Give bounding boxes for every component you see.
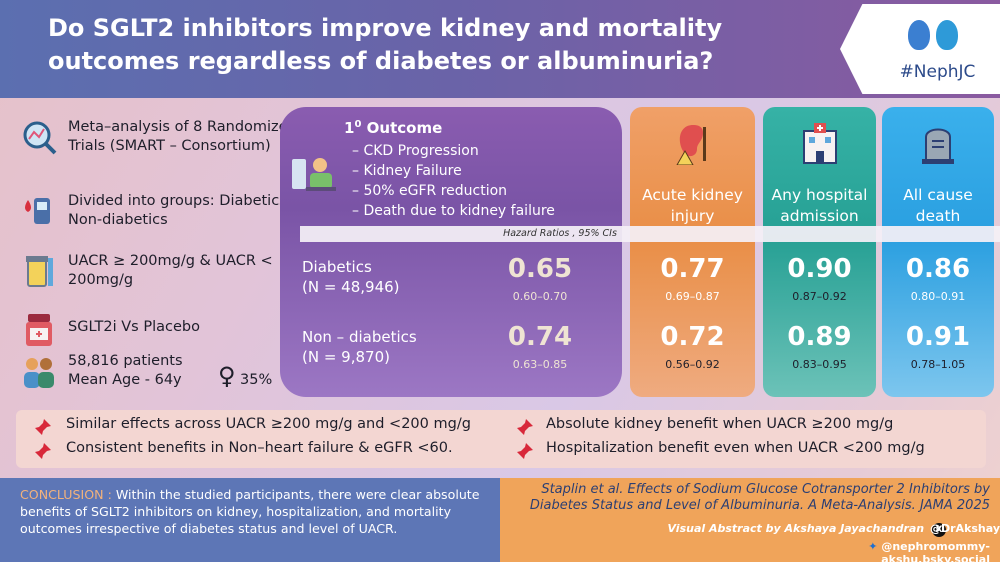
reference-box: Staplin et al. Effects of Sodium Glucose… xyxy=(500,478,1000,562)
pushpin-icon xyxy=(517,419,533,435)
female-percent: 35% xyxy=(240,372,273,388)
ci-value: 0.87–0.92 xyxy=(792,290,847,303)
outcome-item: – 50% eGFR reduction xyxy=(352,183,508,199)
left-item-text: Meta–analysis of 8 Randomized Trials (SM… xyxy=(68,119,297,154)
people-group-icon xyxy=(24,358,54,388)
urine-sample-icon xyxy=(26,256,53,287)
twitter-handle: @DrAkshayaJ xyxy=(930,522,1000,535)
header-banner: Do SGLT2 inhibitors improve kidney and m… xyxy=(0,0,1000,98)
tombstone-icon xyxy=(922,128,954,164)
x-icon: X xyxy=(932,523,946,537)
column-title: Any hospital admission xyxy=(771,186,868,225)
hr-value: 0.91 xyxy=(905,322,971,352)
outcome-item: – Kidney Failure xyxy=(352,163,462,179)
citation: Staplin et al. Effects of Sodium Glucose… xyxy=(529,482,990,513)
primary-hr-diabetics: 0.65 xyxy=(507,254,573,284)
finding-text: Hospitalization benefit even when UACR <… xyxy=(546,440,925,456)
ci-value: 0.83–0.95 xyxy=(792,358,847,371)
hr-value: 0.77 xyxy=(660,254,725,284)
primary-outcome-title: 10 Outcome xyxy=(344,119,443,137)
hr-value: 0.89 xyxy=(787,322,852,352)
dialysis-patient-icon xyxy=(292,158,336,191)
outcome-item: – Death due to kidney failure xyxy=(352,203,555,219)
magnifier-chart-icon xyxy=(23,121,57,155)
left-item-text: Divided into groups: Diabetics / Non-dia… xyxy=(68,193,297,228)
left-item-text: SGLT2i Vs Placebo xyxy=(68,319,200,335)
key-findings: Similar effects across UACR ≥200 mg/g an… xyxy=(16,410,986,468)
conclusion-text: CONCLUSION : Within the studied particip… xyxy=(20,487,480,536)
primary-outcome-card: 10 Outcome – CKD Progression – Kidney Fa… xyxy=(280,107,622,397)
female-symbol: ♀ xyxy=(218,362,236,390)
kidney-icon xyxy=(908,20,930,50)
column-title: Acute kidney injury xyxy=(642,186,743,225)
author-credit: Visual Abstract by Akshaya Jayachandran … xyxy=(520,522,946,537)
primary-ci-diabetics: 0.60–0.70 xyxy=(512,290,568,303)
column-hospital: Any hospital admission 0.90 0.87–0.92 0.… xyxy=(763,107,876,397)
hazard-ratio-band xyxy=(300,226,1000,242)
page-title: Do SGLT2 inhibitors improve kidney and m… xyxy=(48,14,723,75)
ci-value: 0.80–0.91 xyxy=(910,290,966,303)
conclusion-box: CONCLUSION : Within the studied particip… xyxy=(0,478,500,562)
conclusion-label: CONCLUSION : xyxy=(20,487,112,502)
column-aki: Acute kidney injury 0.77 0.69–0.87 0.72 … xyxy=(630,107,755,397)
ci-value: 0.78–1.05 xyxy=(910,358,966,371)
pushpin-icon xyxy=(35,419,51,435)
primary-outcome-list: – CKD Progression – Kidney Failure – 50%… xyxy=(352,141,555,221)
butterfly-icon: ✦ xyxy=(868,540,878,553)
nephjc-logo: #NephJC xyxy=(840,4,1000,94)
logo-tag: #NephJC xyxy=(899,62,976,82)
hr-value: 0.90 xyxy=(787,254,852,284)
finding-text: Consistent benefits in Non–heart failure… xyxy=(66,440,453,456)
glucose-meter-icon xyxy=(25,198,50,224)
bluesky-handle: ✦ @nephromommy-akshu.bsky.social xyxy=(868,540,990,562)
kidney-icon xyxy=(936,20,958,50)
column-title: All cause death xyxy=(903,186,973,225)
pushpin-icon xyxy=(517,443,533,459)
finding-text: Absolute kidney benefit when UACR ≥200 m… xyxy=(546,416,894,432)
column-death: All cause death 0.86 0.80–0.91 0.91 0.78… xyxy=(882,107,994,397)
left-item-text: UACR ≥ 200mg/g & UACR < 200mg/g xyxy=(68,253,273,288)
left-item-text: 58,816 patients Mean Age - 64y xyxy=(68,353,183,388)
pill-bottle-icon xyxy=(26,314,52,346)
ci-value: 0.56–0.92 xyxy=(665,358,720,371)
row-label-non-diabetics: Non – diabetics (N = 9,870) xyxy=(302,328,417,366)
primary-hr-non-diabetics: 0.74 xyxy=(507,322,573,352)
hr-value: 0.86 xyxy=(905,254,971,284)
primary-ci-non-diabetics: 0.63–0.85 xyxy=(512,358,568,371)
finding-text: Similar effects across UACR ≥200 mg/g an… xyxy=(66,416,471,432)
outcome-item: – CKD Progression xyxy=(352,143,479,159)
hospital-icon xyxy=(802,123,837,164)
row-label-diabetics: Diabetics (N = 48,946) xyxy=(302,258,400,296)
pushpin-icon xyxy=(35,443,51,459)
hazard-ratio-label: Hazard Ratios , 95% CIs xyxy=(503,228,617,239)
ci-value: 0.69–0.87 xyxy=(665,290,720,303)
hr-value: 0.72 xyxy=(660,322,725,352)
kidney-warning-icon xyxy=(675,125,706,165)
